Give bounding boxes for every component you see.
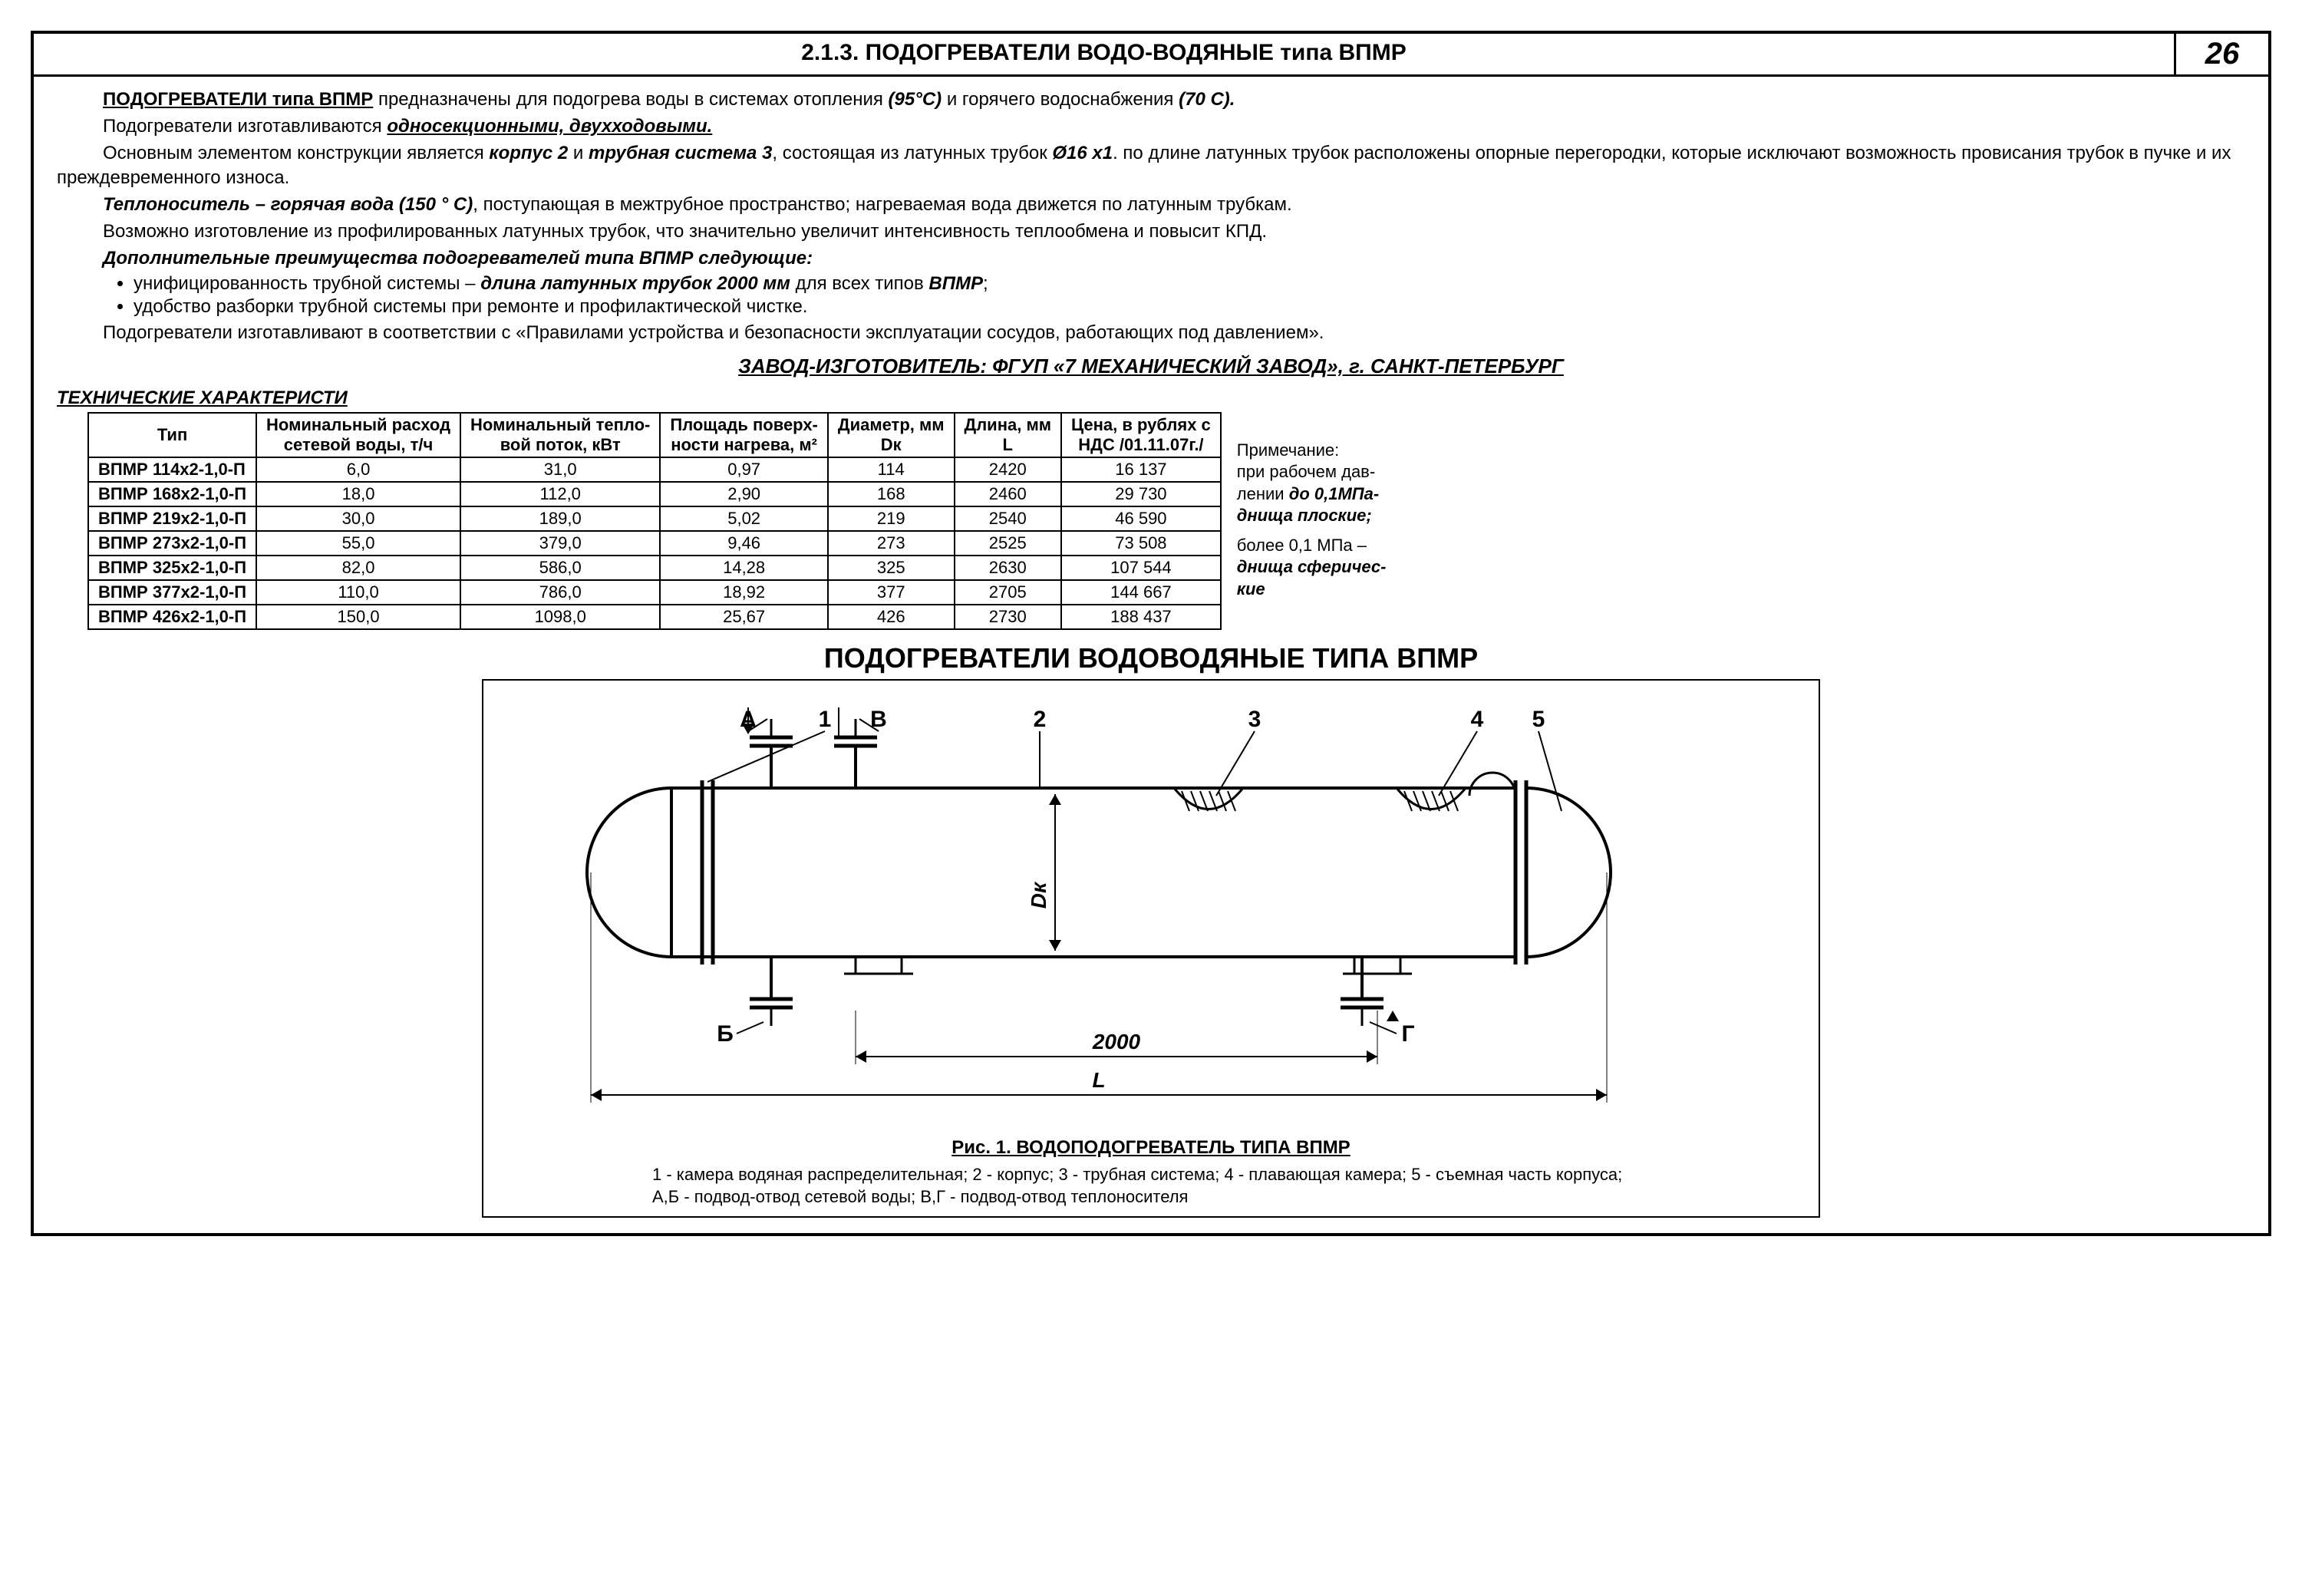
table-row: ВПМР 219x2-1,0-П30,0189,05,02219254046 5… [88,506,1221,531]
svg-text:2: 2 [1034,707,1047,732]
table-row: ВПМР 168x2-1,0-П18,0112,02,90168246029 7… [88,482,1221,506]
spec-col-1: Номинальный расходсетевой воды, т/ч [256,413,460,457]
drawing-title: ПОДОГРЕВАТЕЛИ ВОДОВОДЯНЫЕ ТИПА ВПМР [57,642,2245,674]
intro-line-5: Возможно изготовление из профилированных… [57,219,2245,243]
spec-col-0: Тип [88,413,256,457]
intro-line-2: Подогреватели изготавливаются односекцио… [57,114,2245,138]
figure-legend: 1 - камера водяная распределительная; 2 … [652,1163,1650,1209]
side-note: Примечание: при рабочем дав- лении до 0,… [1237,409,1452,601]
title-row: 2.1.3. ПОДОГРЕВАТЕЛИ ВОДО-ВОДЯНЫЕ типа В… [34,34,2268,77]
table-row: ВПМР 114x2-1,0-П6,031,00,97114242016 137 [88,457,1221,482]
spec-col-6: Цена, в рублях сНДС /01.11.07г./ [1061,413,1221,457]
section-title: 2.1.3. ПОДОГРЕВАТЕЛИ ВОДО-ВОДЯНЫЕ типа В… [34,34,2174,74]
tech-char-label: ТЕХНИЧЕСКИЕ ХАРАКТЕРИСТИ [57,387,2245,409]
svg-text:4: 4 [1471,707,1484,732]
intro-line-1: ПОДОГРЕВАТЕЛИ типа ВПМР предназначены дл… [57,87,2245,111]
document-frame: 2.1.3. ПОДОГРЕВАТЕЛИ ВОДО-ВОДЯНЫЕ типа В… [31,31,2271,1236]
table-row: ВПМР 273x2-1,0-П55,0379,09,46273252573 5… [88,531,1221,556]
intro-line-7: Подогреватели изготавливают в соответств… [57,321,2245,345]
figure-caption: Рис. 1. ВОДОПОДОГРЕВАТЕЛЬ ТИПА ВПМР [499,1137,1803,1159]
body: ПОДОГРЕВАТЕЛИ типа ВПМР предназначены дл… [34,77,2268,1233]
advantage-2: удобство разборки трубной системы при ре… [134,296,2245,318]
svg-text:2000: 2000 [1092,1030,1141,1054]
svg-text:5: 5 [1532,707,1545,732]
svg-text:Б: Б [717,1021,734,1047]
spec-table: ТипНоминальный расходсетевой воды, т/чНо… [87,412,1222,630]
svg-text:3: 3 [1248,707,1261,732]
intro-line-4: Теплоноситель – горячая вода (150 ° C), … [57,193,2245,216]
drawing-frame: DкА1В2345БГ2000L Рис. 1. ВОДОПОДОГРЕВАТЕ… [482,679,1820,1218]
spec-col-3: Площадь поверх-ности нагрева, м² [660,413,828,457]
spec-col-4: Диаметр, ммDк [828,413,955,457]
table-row: ВПМР 377x2-1,0-П110,0786,018,92377270514… [88,580,1221,605]
page-number: 26 [2174,34,2268,74]
spec-col-2: Номинальный тепло-вой поток, кВт [460,413,660,457]
intro-line-6: Дополнительные преимущества подогревател… [57,246,2245,270]
table-row: ВПМР 325x2-1,0-П82,0586,014,283252630107… [88,556,1221,580]
advantage-1: унифицированность трубной системы – длин… [134,273,2245,295]
spec-col-5: Длина, ммL [955,413,1061,457]
intro-line-3: Основным элементом конструкции является … [57,141,2245,189]
heater-diagram: DкА1В2345БГ2000L [518,696,1784,1126]
svg-text:1: 1 [819,707,832,732]
svg-text:Г: Г [1401,1021,1414,1047]
svg-text:L: L [1092,1068,1105,1092]
manufacturer-line: ЗАВОД-ИЗГОТОВИТЕЛЬ: ФГУП «7 МЕХАНИЧЕСКИЙ… [57,354,2245,378]
table-row: ВПМР 426x2-1,0-П150,01098,025,6742627301… [88,605,1221,629]
advantages-list: унифицированность трубной системы – длин… [134,273,2245,318]
svg-text:Dк: Dк [1027,880,1050,908]
